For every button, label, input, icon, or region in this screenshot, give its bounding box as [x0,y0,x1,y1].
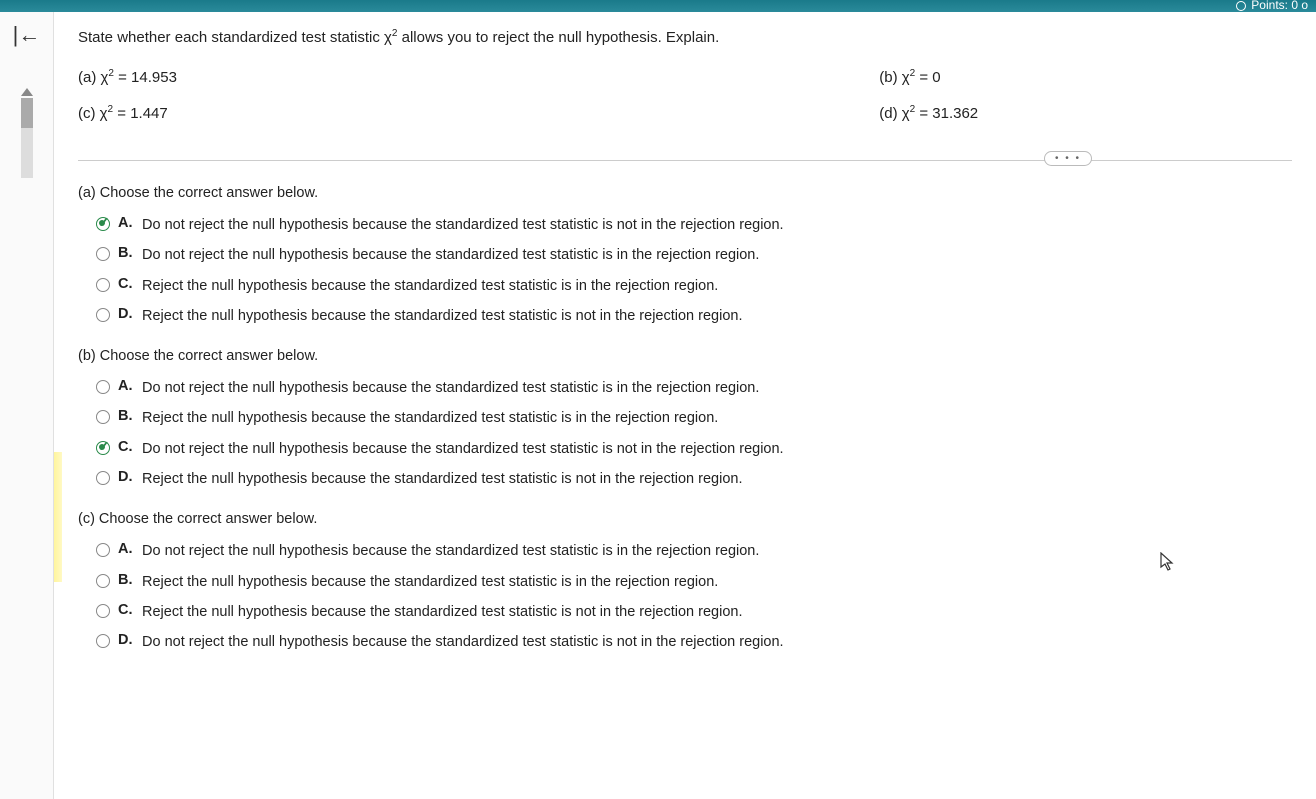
more-button[interactable]: • • • [1044,151,1092,166]
radio-button[interactable] [96,471,110,485]
points-label: Points: 0 o [1251,0,1308,12]
back-icon[interactable]: |← [0,22,53,48]
option-text: Reject the null hypothesis because the s… [142,306,742,326]
radio-button[interactable] [96,217,110,231]
option-text: Do not reject the null hypothesis becaus… [142,632,784,652]
option-row[interactable]: C. Reject the null hypothesis because the… [78,602,1292,622]
radio-button[interactable] [96,410,110,424]
stats-grid: (a) χ2 = 14.953 (c) χ2 = 1.447 (b) χ2 = … [78,68,1292,140]
option-text: Do not reject the null hypothesis becaus… [142,245,759,265]
scroll-indicator[interactable] [15,88,39,178]
option-letter: B. [118,408,136,424]
stat-b: (b) χ2 = 0 [879,68,1292,86]
option-text: Do not reject the null hypothesis becaus… [142,439,784,459]
option-text: Reject the null hypothesis because the s… [142,469,742,489]
radio-button[interactable] [96,574,110,588]
divider-wrap: • • • [78,160,1292,161]
radio-button[interactable] [96,278,110,292]
top-bar: Points: 0 o [0,0,1316,12]
points-badge: Points: 0 o [1236,0,1308,12]
option-row[interactable]: A. Do not reject the null hypothesis beca… [78,541,1292,561]
options-group: A. Do not reject the null hypothesis beca… [78,215,1292,326]
option-row[interactable]: B. Reject the null hypothesis because the… [78,572,1292,592]
option-letter: C. [118,602,136,618]
option-row[interactable]: C. Reject the null hypothesis because the… [78,276,1292,296]
option-row[interactable]: D. Reject the null hypothesis because the… [78,469,1292,489]
option-text: Reject the null hypothesis because the s… [142,408,718,428]
option-row[interactable]: D. Do not reject the null hypothesis beca… [78,632,1292,652]
option-letter: A. [118,378,136,394]
scroll-up-icon[interactable] [21,88,33,96]
option-row[interactable]: D. Reject the null hypothesis because the… [78,306,1292,326]
option-text: Do not reject the null hypothesis becaus… [142,215,784,235]
option-letter: A. [118,541,136,557]
subquestion-label: (b) Choose the correct answer below. [78,348,1292,364]
content-area: State whether each standardized test sta… [54,12,1316,799]
points-icon [1236,1,1246,11]
option-text: Reject the null hypothesis because the s… [142,276,718,296]
question-prompt: State whether each standardized test sta… [78,28,1292,46]
radio-button[interactable] [96,380,110,394]
radio-button[interactable] [96,308,110,322]
option-row[interactable]: B. Reject the null hypothesis because the… [78,408,1292,428]
option-text: Reject the null hypothesis because the s… [142,572,718,592]
option-row[interactable]: A. Do not reject the null hypothesis beca… [78,215,1292,235]
option-letter: D. [118,469,136,485]
option-row[interactable]: B. Do not reject the null hypothesis beca… [78,245,1292,265]
option-letter: D. [118,306,136,322]
option-row[interactable]: A. Do not reject the null hypothesis beca… [78,378,1292,398]
radio-button[interactable] [96,247,110,261]
options-group: A. Do not reject the null hypothesis beca… [78,541,1292,652]
options-group: A. Do not reject the null hypothesis beca… [78,378,1292,489]
divider [78,160,1292,161]
option-text: Do not reject the null hypothesis becaus… [142,378,759,398]
option-text: Reject the null hypothesis because the s… [142,602,742,622]
option-letter: B. [118,572,136,588]
scroll-track[interactable] [21,98,33,178]
stat-a: (a) χ2 = 14.953 [78,68,879,86]
radio-button[interactable] [96,604,110,618]
radio-button[interactable] [96,441,110,455]
radio-button[interactable] [96,634,110,648]
scroll-thumb[interactable] [21,98,33,128]
subquestion-label: (c) Choose the correct answer below. [78,511,1292,527]
stat-d: (d) χ2 = 31.362 [879,104,1292,122]
subquestion-label: (a) Choose the correct answer below. [78,185,1292,201]
stat-c: (c) χ2 = 1.447 [78,104,879,122]
option-row[interactable]: C. Do not reject the null hypothesis beca… [78,439,1292,459]
option-letter: B. [118,245,136,261]
radio-button[interactable] [96,543,110,557]
option-letter: C. [118,276,136,292]
option-letter: A. [118,215,136,231]
main-container: |← State whether each standardized test … [0,12,1316,799]
option-letter: C. [118,439,136,455]
option-letter: D. [118,632,136,648]
highlight-strip [54,452,62,582]
option-text: Do not reject the null hypothesis becaus… [142,541,759,561]
left-nav: |← [0,12,54,799]
